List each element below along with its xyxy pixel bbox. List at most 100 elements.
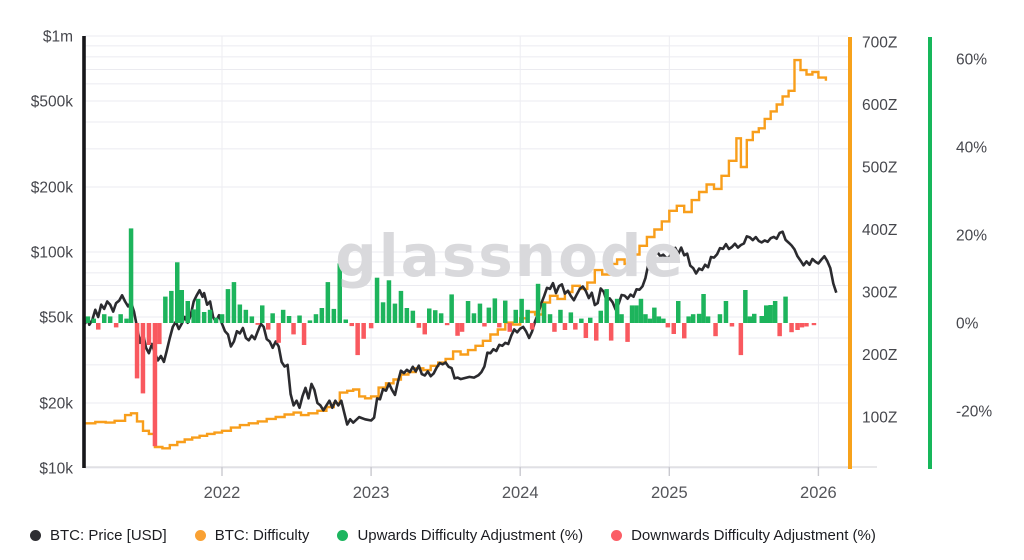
up-adjustment-bar — [331, 308, 337, 323]
legend-item-difficulty[interactable]: BTC: Difficulty — [194, 527, 309, 544]
up-adjustment-bar — [85, 316, 91, 323]
up-adjustment-bar — [404, 308, 410, 323]
glassnode-watermark: glassnode — [335, 222, 685, 290]
up-adjustment-bar — [427, 308, 432, 323]
legend-item-downwards-adjustment[interactable]: Downwards Difficulty Adjustment (%) — [611, 527, 876, 544]
up-adjustment-bar — [231, 282, 237, 323]
up-adjustment-bar — [243, 309, 249, 323]
up-adjustment-bar — [661, 318, 666, 323]
down-adjustment-bar — [113, 323, 119, 328]
down-adjustment-bar — [799, 323, 805, 328]
up-adjustment-bar — [175, 262, 180, 323]
up-adjustment-bar — [207, 309, 213, 323]
price-legend-label: BTC: Price [USD] — [50, 527, 167, 544]
up-adjustment-bar — [541, 303, 547, 323]
up-adjustment-bar — [270, 313, 275, 323]
down-adjustment-bar — [416, 323, 422, 328]
up-adjustment-bar — [195, 298, 201, 323]
downwards-adjustment-legend-label: Downwards Difficulty Adjustment (%) — [631, 527, 876, 544]
down-adjustment-bar — [255, 323, 260, 325]
down-adjustment-bar — [811, 323, 817, 326]
up-adjustment-bar — [647, 318, 653, 323]
up-adjustment-bar — [313, 314, 319, 323]
up-adjustment-bar — [392, 303, 398, 323]
difficulty-tick-label: 600Z — [862, 97, 897, 114]
up-adjustment-bar — [783, 296, 788, 323]
down-adjustment-bar — [507, 323, 512, 332]
up-adjustment-bar — [179, 290, 184, 323]
price-tick-label: $20k — [39, 396, 73, 413]
up-adjustment-bar — [286, 316, 292, 323]
up-adjustment-bar — [492, 298, 498, 323]
adjustment-axis-line — [928, 37, 932, 469]
up-adjustment-bar — [519, 298, 524, 323]
legend-item-upwards-adjustment[interactable]: Upwards Difficulty Adjustment (%) — [337, 527, 583, 544]
chart-legend: BTC: Price [USD] BTC: Difficulty Upwards… — [30, 527, 876, 544]
down-adjustment-bar — [795, 323, 800, 330]
x-tick-label: 2026 — [800, 484, 837, 502]
down-adjustment-bar — [291, 323, 296, 335]
difficulty-line — [84, 58, 828, 450]
up-adjustment-bar — [634, 305, 639, 323]
up-adjustment-bar — [696, 313, 702, 323]
up-adjustment-bar — [307, 320, 313, 323]
up-adjustment-bar — [410, 310, 416, 323]
up-adjustment-bar — [486, 307, 492, 323]
up-adjustment-bar — [163, 296, 168, 323]
up-adjustment-bar — [449, 294, 454, 323]
down-adjustment-bar — [355, 323, 360, 356]
up-adjustment-bar — [118, 314, 123, 323]
x-tick-label: 2022 — [204, 484, 241, 502]
up-adjustment-bar — [433, 310, 438, 323]
up-adjustment-bar — [249, 316, 255, 323]
upwards-adjustment-legend-label: Upwards Difficulty Adjustment (%) — [357, 527, 584, 544]
adjustment-tick-label: -20% — [956, 404, 992, 421]
up-adjustment-bar — [717, 314, 723, 323]
up-adjustment-bar — [386, 280, 392, 323]
adjustment-tick-label: 40% — [956, 140, 987, 157]
difficulty-legend-dot-icon — [194, 530, 206, 541]
up-adjustment-bar — [705, 316, 711, 323]
difficulty-tick-label: 500Z — [862, 160, 897, 177]
up-adjustment-bar — [169, 290, 174, 323]
down-adjustment-bar — [368, 323, 374, 329]
up-adjustment-bar — [638, 298, 644, 323]
difficulty-tick-label: 300Z — [862, 285, 897, 302]
price-axis-line — [82, 36, 86, 468]
down-adjustment-bar — [777, 323, 782, 337]
price-tick-label: $10k — [39, 461, 73, 478]
down-adjustment-bar — [562, 323, 568, 330]
down-adjustment-bar — [96, 323, 101, 330]
down-adjustment-bar — [444, 323, 450, 326]
price-tick-label: $200k — [31, 180, 73, 197]
down-adjustment-bar — [157, 323, 162, 345]
up-adjustment-bar — [213, 317, 219, 323]
up-adjustment-bar — [280, 309, 286, 323]
up-adjustment-bar — [128, 228, 134, 323]
up-adjustment-bar — [723, 301, 729, 323]
difficulty-axis-line — [848, 37, 852, 469]
up-adjustment-bar — [465, 301, 471, 323]
price-line — [83, 230, 838, 426]
up-adjustment-bar — [374, 277, 380, 323]
adjustment-tick-label: 0% — [956, 316, 979, 333]
up-adjustment-bar — [380, 302, 386, 323]
down-adjustment-bar — [804, 323, 809, 327]
down-adjustment-bar — [608, 323, 614, 341]
up-adjustment-bar — [471, 313, 477, 323]
up-adjustment-bar — [558, 309, 563, 323]
up-adjustment-bar — [237, 304, 243, 323]
legend-item-price[interactable]: BTC: Price [USD] — [30, 527, 167, 544]
up-adjustment-bar — [614, 298, 620, 323]
up-adjustment-bar — [219, 314, 225, 323]
up-adjustment-bar — [102, 314, 107, 323]
down-adjustment-bar — [276, 323, 281, 343]
up-adjustment-bar — [747, 316, 753, 323]
down-adjustment-bar — [266, 323, 271, 330]
up-adjustment-bar — [503, 300, 508, 323]
down-adjustment-bar — [594, 323, 599, 341]
adjustment-tick-label: 20% — [956, 228, 987, 245]
price-tick-label: $50k — [39, 310, 73, 327]
up-adjustment-bar — [225, 289, 231, 323]
